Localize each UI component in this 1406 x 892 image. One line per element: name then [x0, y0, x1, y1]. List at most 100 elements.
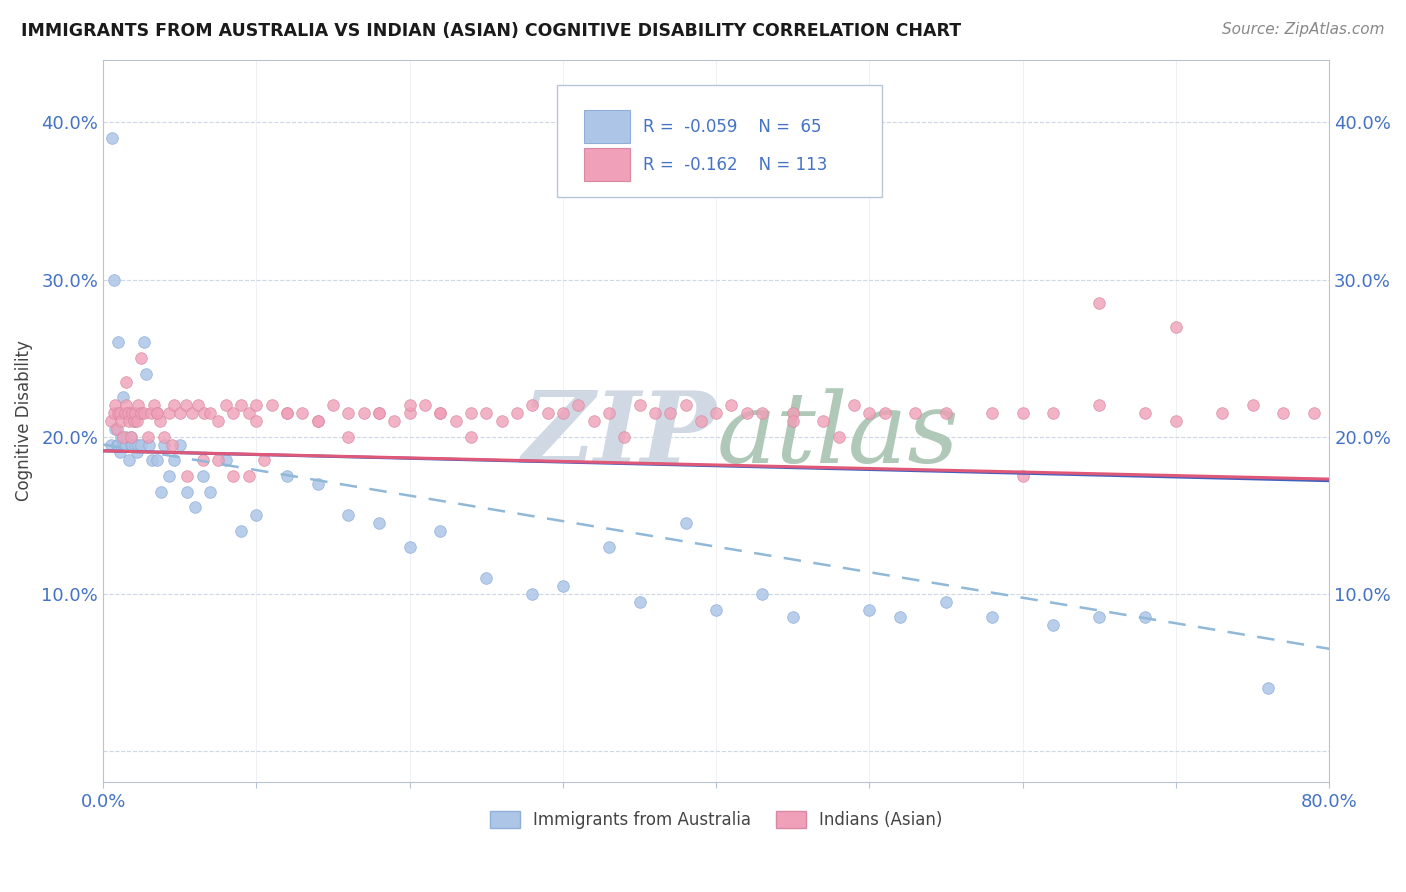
Point — [307, 476, 329, 491]
Point — [491, 414, 513, 428]
Point — [157, 406, 180, 420]
Point — [181, 406, 204, 420]
Point — [115, 437, 138, 451]
Point — [142, 398, 165, 412]
Point — [813, 414, 835, 428]
Point — [125, 445, 148, 459]
Point — [782, 414, 804, 428]
Point — [136, 430, 159, 444]
Point — [429, 406, 451, 420]
Point — [193, 406, 215, 420]
Point — [124, 437, 146, 451]
Point — [1164, 414, 1187, 428]
Point — [444, 414, 467, 428]
Point — [135, 367, 157, 381]
Point — [138, 437, 160, 451]
Point — [160, 437, 183, 451]
Point — [276, 406, 298, 420]
Point — [307, 414, 329, 428]
Point — [1135, 610, 1157, 624]
Point — [368, 406, 391, 420]
Point — [337, 406, 360, 420]
Point — [229, 524, 252, 538]
Point — [111, 437, 134, 451]
Point — [460, 406, 482, 420]
Point — [613, 430, 636, 444]
Point — [1088, 610, 1111, 624]
Point — [398, 398, 420, 412]
Point — [104, 422, 127, 436]
Point — [337, 508, 360, 523]
Point — [200, 406, 222, 420]
Point — [131, 351, 153, 365]
Point — [117, 406, 139, 420]
Point — [522, 587, 544, 601]
Point — [127, 437, 149, 451]
Point — [398, 406, 420, 420]
Point — [858, 406, 880, 420]
Point — [107, 335, 129, 350]
Point — [704, 602, 727, 616]
Point — [215, 453, 238, 467]
Point — [131, 406, 153, 420]
Point — [276, 406, 298, 420]
Point — [322, 398, 344, 412]
Point — [120, 437, 142, 451]
Point — [131, 437, 153, 451]
Text: ZIP: ZIP — [522, 387, 716, 483]
Point — [704, 406, 727, 420]
Point — [120, 430, 142, 444]
Point — [1272, 406, 1295, 420]
Point — [145, 406, 167, 420]
Point — [398, 540, 420, 554]
Point — [353, 406, 375, 420]
Point — [122, 414, 145, 428]
Point — [1042, 406, 1064, 420]
Point — [176, 484, 198, 499]
Point — [111, 391, 134, 405]
Point — [121, 437, 143, 451]
Point — [134, 335, 156, 350]
Point — [118, 453, 141, 467]
Point — [751, 406, 773, 420]
Point — [858, 602, 880, 616]
Point — [176, 469, 198, 483]
Point — [475, 571, 498, 585]
Point — [238, 469, 260, 483]
Point — [551, 579, 574, 593]
Point — [153, 430, 176, 444]
Point — [1088, 398, 1111, 412]
Point — [157, 469, 180, 483]
Text: Source: ZipAtlas.com: Source: ZipAtlas.com — [1222, 22, 1385, 37]
Point — [598, 406, 620, 420]
Point — [200, 484, 222, 499]
Point — [122, 414, 145, 428]
Point — [260, 398, 283, 412]
Point — [873, 406, 896, 420]
Point — [253, 453, 276, 467]
Point — [245, 398, 267, 412]
Point — [475, 406, 498, 420]
Text: R =  -0.162    N = 113: R = -0.162 N = 113 — [643, 156, 827, 174]
Point — [101, 131, 124, 145]
Point — [105, 422, 128, 436]
Point — [104, 398, 127, 412]
Point — [567, 398, 589, 412]
Point — [751, 587, 773, 601]
Point — [382, 414, 405, 428]
Point — [127, 398, 149, 412]
Point — [110, 430, 132, 444]
Point — [100, 414, 122, 428]
Point — [114, 406, 136, 420]
Point — [659, 406, 682, 420]
Point — [245, 508, 267, 523]
Point — [276, 469, 298, 483]
Text: R =  -0.059    N =  65: R = -0.059 N = 65 — [643, 118, 821, 136]
Point — [522, 398, 544, 412]
Point — [207, 414, 229, 428]
Point — [105, 437, 128, 451]
FancyBboxPatch shape — [583, 111, 630, 143]
Point — [134, 406, 156, 420]
Point — [229, 398, 252, 412]
Point — [307, 414, 329, 428]
